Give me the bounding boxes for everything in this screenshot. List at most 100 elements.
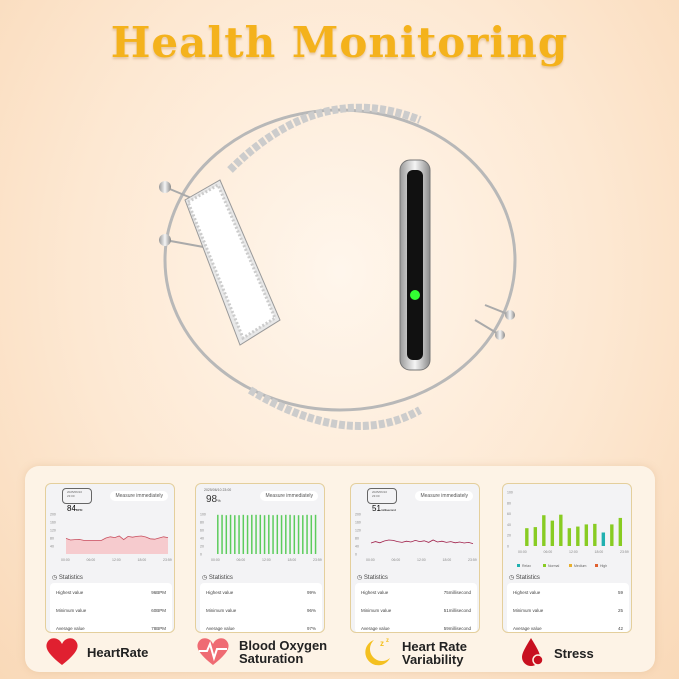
- bar: [542, 515, 546, 546]
- feature-stress: Stress: [520, 636, 594, 670]
- y-tick-label: 80: [200, 521, 204, 525]
- statistics-table: Highest value 99% Minimum value 96% Average …: [200, 583, 322, 632]
- x-tick-label: 18:00: [595, 550, 604, 554]
- statistics-table: Highest value 96BPM Minimum value 60BPM Aver…: [50, 583, 172, 632]
- bar: [225, 515, 228, 554]
- x-tick-label: 23:59: [468, 558, 477, 562]
- series-line: [370, 539, 474, 544]
- statistics-table: Highest value 59 Minimum value 25 Average va…: [507, 583, 629, 632]
- bar: [314, 514, 317, 554]
- x-tick-label: 06:00: [544, 550, 553, 554]
- legend-swatch: [569, 564, 572, 567]
- stat-row: Highest value 75millisecond: [361, 590, 471, 595]
- current-value-box: 2025/06/10 23:00 51millisecond: [367, 488, 397, 513]
- x-tick-label: 00:00: [61, 558, 70, 562]
- feature-label: HeartRate: [87, 644, 149, 660]
- legend-swatch: [595, 564, 598, 567]
- feature-heartrate: HeartRate: [45, 636, 148, 668]
- x-tick-label: 06:00: [87, 558, 96, 562]
- y-tick-label: 20: [507, 534, 511, 538]
- y-tick-label: 0: [507, 545, 509, 549]
- y-tick-label: 100: [507, 491, 513, 495]
- stat-row: Average value 42: [513, 626, 623, 631]
- bar: [272, 515, 274, 554]
- bar: [550, 520, 555, 546]
- bar: [533, 527, 538, 546]
- x-tick-label: 00:00: [518, 550, 527, 554]
- stat-row: Highest value 99%: [206, 590, 316, 595]
- card-blood-oxygen: 2025/06/10 23:00 98% Measure immediately 10…: [195, 483, 325, 633]
- svg-text:z: z: [386, 638, 389, 644]
- bar: [263, 515, 266, 554]
- stat-row: Minimum value 51millisecond: [361, 608, 471, 613]
- feature-label: Stress: [554, 645, 594, 661]
- bar: [559, 514, 563, 546]
- statistics-table: Highest value 75millisecond Minimum value 5…: [355, 583, 477, 632]
- y-tick-label: 20: [200, 545, 204, 549]
- x-tick-label: 12:00: [112, 558, 121, 562]
- stat-row: Highest value 96BPM: [56, 590, 166, 595]
- bar: [289, 514, 291, 554]
- bar: [251, 514, 253, 554]
- bar: [297, 515, 300, 554]
- x-tick-label: 18:00: [443, 558, 452, 562]
- stat-row: Minimum value 96%: [206, 608, 316, 613]
- chart: 100 80 60 40 20 0 00:00 06:00 12:00 18:00 23:59: [200, 513, 322, 563]
- stat-row: Highest value 59: [513, 590, 623, 595]
- measure-immediately-button[interactable]: Measure immediately: [110, 491, 168, 501]
- legend-label: Medium: [574, 564, 587, 568]
- y-tick-label: 40: [355, 545, 359, 549]
- chart: 200 160 120 80 40 0 00:00 06:00 12:00 18:00 23:59: [355, 513, 477, 563]
- smart-bracelet-product-image: [159, 103, 517, 430]
- y-tick-label: 60: [507, 512, 511, 516]
- bar: [217, 514, 219, 554]
- bar: [246, 515, 249, 554]
- y-tick-label: 80: [507, 501, 511, 505]
- bar: [525, 528, 529, 546]
- bar: [238, 515, 240, 554]
- series-line: [65, 535, 169, 541]
- y-tick-label: 40: [50, 545, 54, 549]
- x-tick-label: 23:59: [313, 558, 322, 562]
- x-tick-label: 23:59: [620, 550, 629, 554]
- measure-immediately-button[interactable]: Measure immediately: [260, 491, 318, 501]
- bar: [280, 515, 283, 554]
- bar: [593, 523, 597, 546]
- y-tick-label: 120: [50, 529, 56, 533]
- bar: [221, 514, 223, 554]
- y-tick-label: 200: [50, 513, 56, 517]
- y-tick-label: 100: [200, 513, 206, 517]
- y-tick-label: 160: [355, 521, 361, 525]
- bar: [310, 515, 313, 554]
- y-tick-label: 60: [200, 529, 204, 533]
- x-tick-label: 12:00: [417, 558, 426, 562]
- bar: [567, 528, 572, 546]
- bar: [229, 514, 232, 554]
- bar: [234, 515, 236, 554]
- bar: [576, 526, 580, 546]
- heart-icon: [45, 636, 79, 668]
- bar: [306, 514, 308, 554]
- feature-blood-oxygen: Blood Oxygen Saturation: [195, 636, 327, 668]
- bar: [601, 532, 606, 546]
- chart: 200 160 120 80 40 00:00 06:00 12:00 18:00 23:59: [50, 513, 172, 563]
- stat-row: Average value 78BPM: [56, 626, 166, 631]
- legend-label: Relax: [522, 564, 531, 568]
- stat-row: Minimum value 25: [513, 608, 623, 613]
- current-value-box: 2025/06/10 23:00 84BPM: [62, 488, 92, 513]
- legend-swatch: [517, 564, 520, 567]
- statistics-heading: ◷ Statistics: [202, 575, 233, 581]
- y-tick-label: 0: [200, 553, 202, 557]
- blood-drop-icon: [520, 636, 546, 670]
- feature-label: Blood Oxygen Saturation: [239, 638, 328, 666]
- bar: [584, 524, 589, 546]
- measure-immediately-button[interactable]: Measure immediately: [415, 491, 473, 501]
- bar: [285, 514, 287, 554]
- y-tick-label: 0: [355, 553, 357, 557]
- statistics-heading: ◷ Statistics: [509, 575, 540, 581]
- legend-label: High: [600, 564, 607, 568]
- svg-text:z: z: [380, 639, 384, 648]
- heart-pulse-icon: [195, 636, 231, 668]
- bar: [302, 515, 304, 554]
